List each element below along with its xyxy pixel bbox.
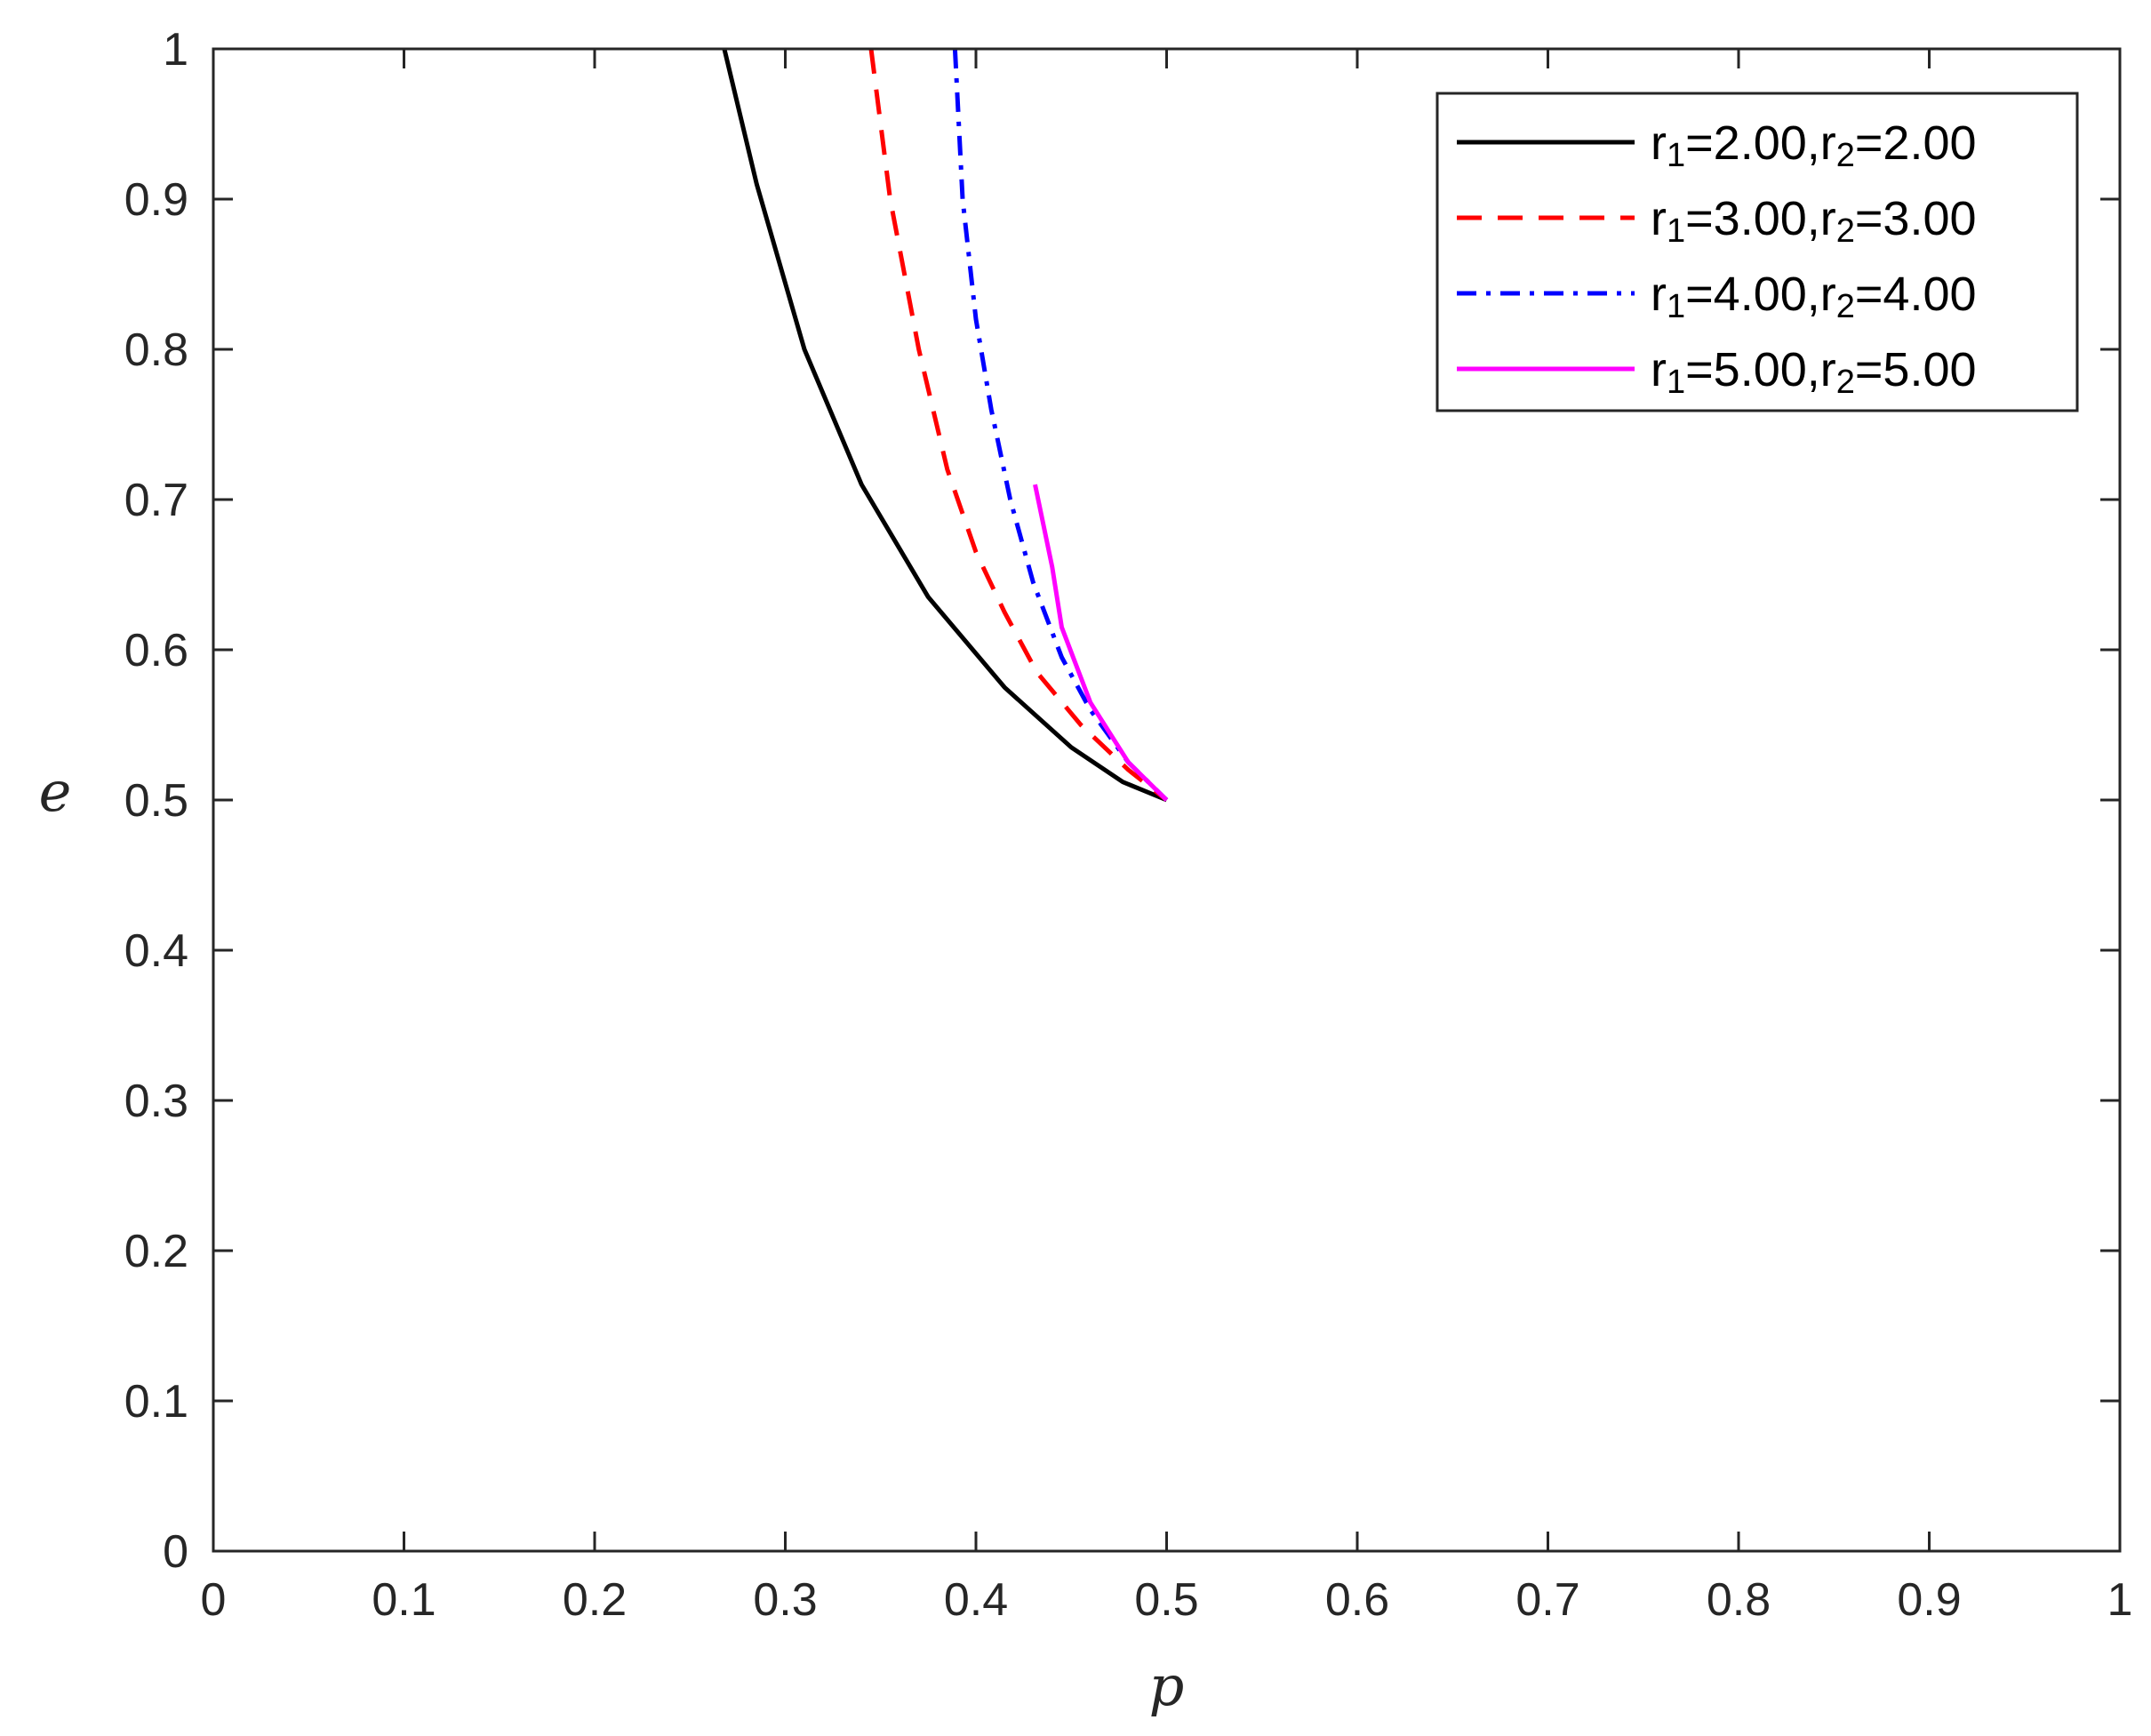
x-tick-label: 0.5 — [1134, 1574, 1198, 1626]
y-axis-title: e — [39, 759, 72, 824]
x-tick-label: 1 — [2107, 1574, 2133, 1626]
y-tick-label: 1 — [163, 24, 188, 76]
series-line-4 — [1033, 484, 1169, 802]
y-tick-label: 0.7 — [124, 475, 188, 526]
x-tick-label: 0.1 — [372, 1574, 436, 1626]
legend-label-2: r1=3.00,r2=3.00 — [1651, 192, 1977, 250]
x-tick-label: 0.2 — [563, 1574, 627, 1626]
x-tick-label: 0.8 — [1707, 1574, 1771, 1626]
y-tick-label: 0.9 — [124, 174, 188, 226]
x-tick-label: 0.7 — [1515, 1574, 1579, 1626]
legend: r1=2.00,r2=2.00 r1=3.00,r2=3.00 r1=4.00,r2… — [1435, 92, 2079, 412]
legend-label-1: r1=2.00,r2=2.00 — [1651, 116, 1977, 174]
y-tick-label: 0.4 — [124, 925, 188, 977]
axes-layer: 0 0.1 0.2 0.3 0.4 0.5 0.6 0.7 0.8 0.9 1 0 0.1 0.2 0.3 0… — [124, 24, 2133, 1626]
y-tick-label: 0.6 — [124, 625, 188, 676]
legend-box — [1435, 92, 2079, 412]
series-layer — [722, 49, 1169, 803]
y-tick-label: 0.1 — [124, 1376, 188, 1428]
y-tick-label: 0.2 — [124, 1226, 188, 1277]
x-tick-label: 0.3 — [753, 1574, 817, 1626]
y-tick-label: 0.5 — [124, 775, 188, 827]
x-axis-title: p — [1149, 1653, 1185, 1718]
series-line-2 — [868, 49, 1169, 802]
legend-label-4: r1=5.00,r2=5.00 — [1651, 343, 1977, 401]
y-tick-label: 0.8 — [124, 324, 188, 376]
y-tick-label: 0 — [163, 1526, 188, 1578]
x-tick-label: 0.9 — [1897, 1574, 1961, 1626]
y-tick-label: 0.3 — [124, 1076, 188, 1127]
x-tick-label: 0.6 — [1325, 1574, 1389, 1626]
legend-label-3: r1=4.00,r2=4.00 — [1651, 268, 1977, 325]
x-tick-label: 0 — [201, 1574, 227, 1626]
x-tick-label: 0.4 — [944, 1574, 1008, 1626]
series-line-1 — [722, 49, 1168, 803]
